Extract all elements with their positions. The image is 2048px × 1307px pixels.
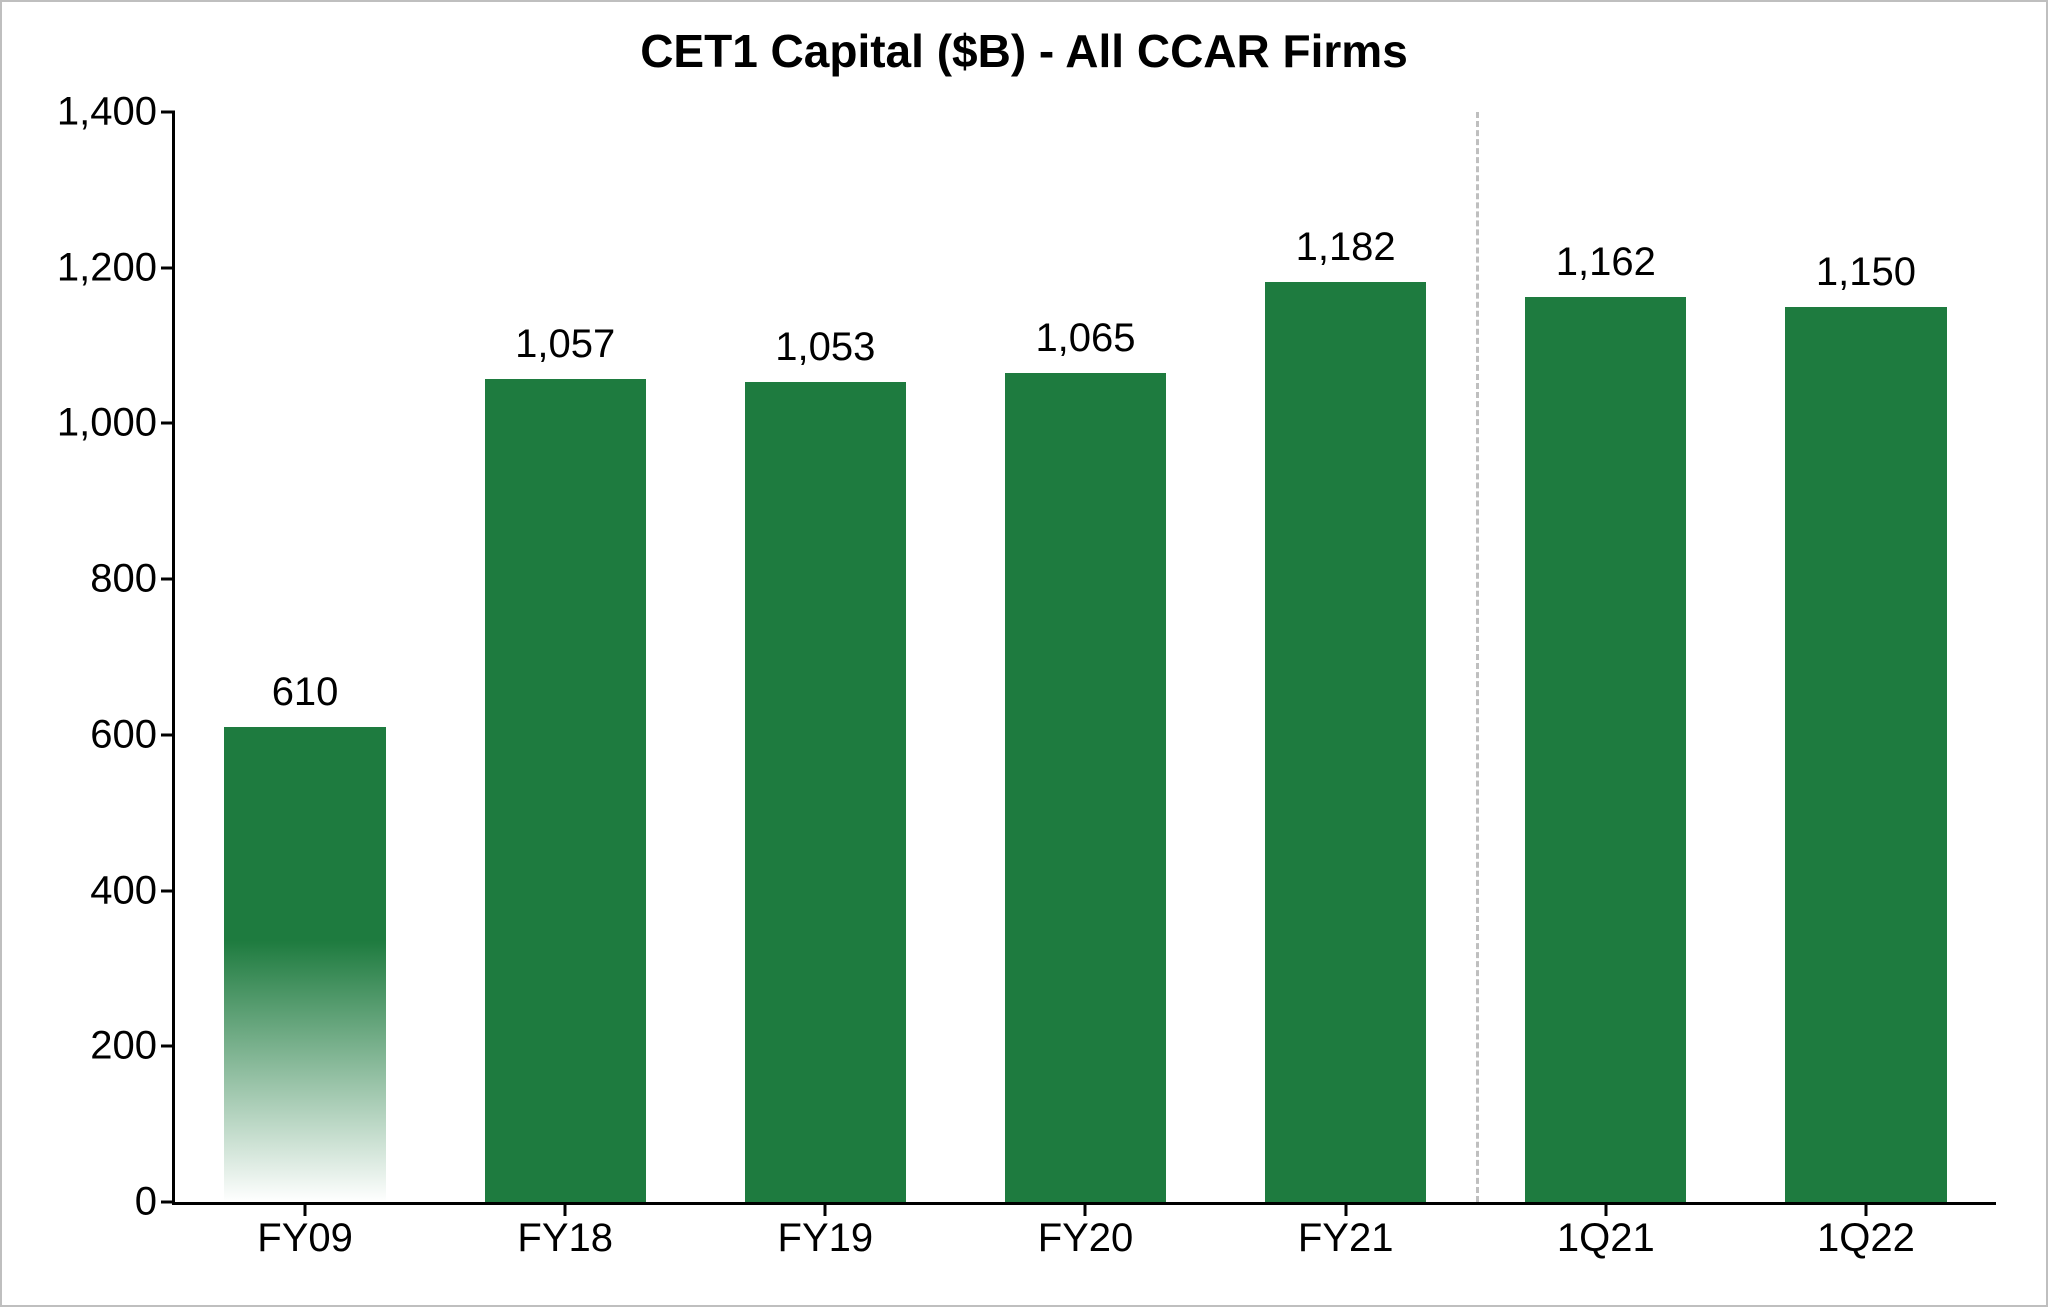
y-tick-label: 1,200 <box>57 245 175 290</box>
bar <box>745 382 906 1202</box>
bar-value-label: 1,053 <box>695 325 955 370</box>
bar-value-label: 610 <box>175 670 435 715</box>
bar <box>1785 307 1946 1202</box>
x-tick-mark <box>1084 1202 1087 1216</box>
bar-slot: 1,1501Q22 <box>1736 112 1996 1202</box>
y-tick-mark <box>161 1045 175 1048</box>
y-tick-label: 1,400 <box>57 90 175 135</box>
bar-slot: 610FY09 <box>175 112 435 1202</box>
section-divider <box>1476 112 1479 1202</box>
x-tick-mark <box>824 1202 827 1216</box>
bar-value-label: 1,065 <box>955 316 1215 361</box>
bar-slot: 1,065FY20 <box>955 112 1215 1202</box>
x-tick-mark <box>304 1202 307 1216</box>
bar <box>485 379 646 1202</box>
y-tick-label: 1,000 <box>57 401 175 446</box>
chart-title: CET1 Capital ($B) - All CCAR Firms <box>2 24 2046 78</box>
x-tick-mark <box>1864 1202 1867 1216</box>
y-tick-mark <box>161 578 175 581</box>
x-tick-mark <box>564 1202 567 1216</box>
bar-value-label: 1,057 <box>435 322 695 367</box>
bar <box>224 727 385 1202</box>
y-tick-mark <box>161 1201 175 1204</box>
bars-row: 610FY091,057FY181,053FY191,065FY201,182F… <box>175 112 1996 1202</box>
bar-value-label: 1,150 <box>1736 250 1996 295</box>
plot-area: 610FY091,057FY181,053FY191,065FY201,182F… <box>172 112 1996 1205</box>
y-tick-mark <box>161 422 175 425</box>
x-tick-mark <box>1344 1202 1347 1216</box>
bar-value-label: 1,162 <box>1476 240 1736 285</box>
y-tick-mark <box>161 266 175 269</box>
bar <box>1265 282 1426 1202</box>
y-tick-mark <box>161 733 175 736</box>
bar-slot: 1,057FY18 <box>435 112 695 1202</box>
bar-slot: 1,053FY19 <box>695 112 955 1202</box>
y-tick-mark <box>161 889 175 892</box>
chart-container: CET1 Capital ($B) - All CCAR Firms 610FY… <box>0 0 2048 1307</box>
bar-slot: 1,182FY21 <box>1216 112 1476 1202</box>
bar-slot: 1,1621Q21 <box>1476 112 1736 1202</box>
y-tick-mark <box>161 111 175 114</box>
bar <box>1525 297 1686 1202</box>
bar <box>1005 373 1166 1202</box>
bar-value-label: 1,182 <box>1216 225 1476 270</box>
x-tick-mark <box>1604 1202 1607 1216</box>
